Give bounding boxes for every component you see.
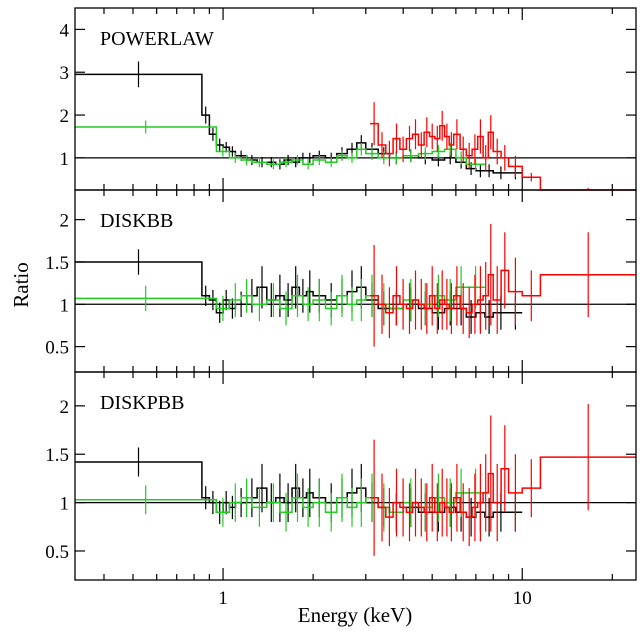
- series-red: [370, 102, 636, 191]
- y-tick-label: 2: [60, 211, 70, 232]
- y-tick-label: 1.5: [45, 445, 69, 466]
- y-tick-label: 0.5: [45, 338, 69, 359]
- y-tick-label: 1: [60, 494, 70, 515]
- series-black: [75, 249, 523, 334]
- series-line-green: [75, 492, 485, 514]
- series-black: [75, 61, 523, 180]
- series-line-black: [75, 461, 523, 518]
- panel-2: 0.5 1 1.5 2 DISKPBB: [45, 371, 637, 581]
- y-tick-label: 1: [60, 149, 70, 170]
- x-axis-label: Energy (keV): [298, 603, 413, 627]
- y-tick-label: 4: [60, 20, 70, 41]
- x-tick-label: 1: [218, 588, 228, 609]
- series-line-green: [75, 286, 485, 310]
- y-tick-label: 3: [60, 63, 70, 84]
- series-green: [75, 468, 485, 532]
- series-black: [75, 447, 523, 537]
- y-axis-label: Ratio: [9, 262, 33, 308]
- series-line-green: [75, 126, 485, 166]
- panel-0: 1 2 3 4 POWERLAW: [60, 7, 637, 191]
- y-tick-label: 1: [60, 295, 70, 316]
- panel-title: POWERLAW: [100, 28, 214, 50]
- series-green: [75, 266, 485, 326]
- panel-title: DISKPBB: [100, 392, 184, 414]
- series-line-black: [75, 261, 523, 318]
- panel-title: DISKBB: [100, 210, 173, 232]
- panel-frame: [74, 371, 637, 581]
- y-tick-label: 1.5: [45, 253, 69, 274]
- y-tick-label: 2: [60, 106, 70, 127]
- panel-1: 0.5 1 1.5 2 DISKBB: [45, 189, 637, 373]
- y-tick-label: 0.5: [45, 542, 69, 563]
- series-red: [370, 403, 636, 556]
- x-tick-label: 10: [513, 588, 532, 609]
- series-green: [75, 120, 485, 171]
- y-tick-label: 2: [60, 397, 70, 418]
- series-red: [370, 223, 636, 347]
- panels: 1 2 3 4 POWERLAW 0.5 1 1.5 2 DISKBB 0.5 1 1.5 2 DISKPB…: [45, 7, 637, 609]
